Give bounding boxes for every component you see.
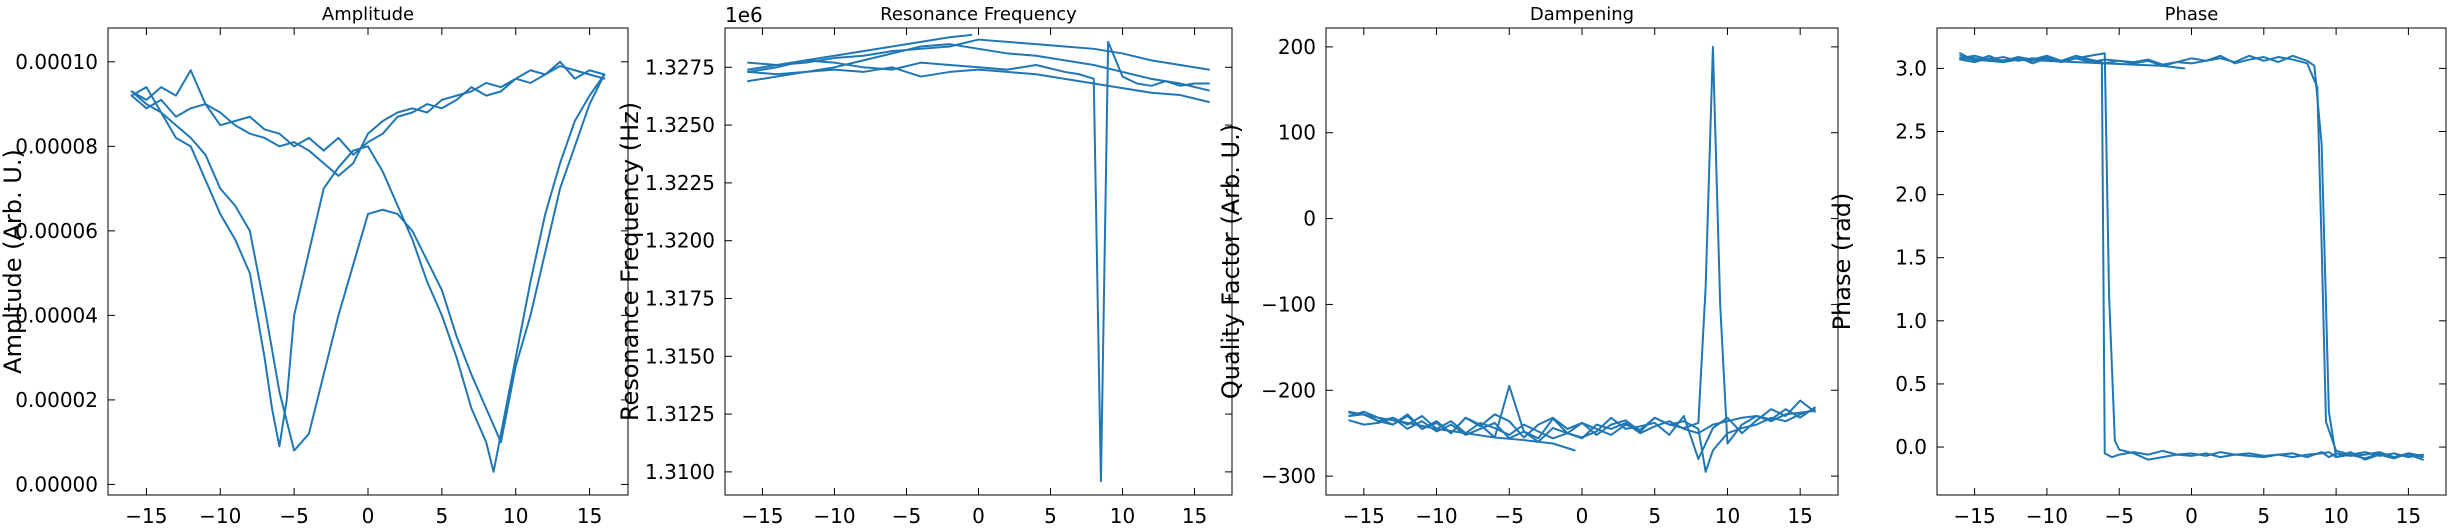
dampening-y-axis-label: Quality Factor (Arb. U.) bbox=[1217, 124, 1245, 399]
phase-x-tick-label: −10 bbox=[2026, 504, 2068, 528]
resonance-frequency-y-tick-label: 1.3275 bbox=[645, 55, 715, 79]
phase-chart-title: Phase bbox=[2165, 4, 2219, 25]
resonance-frequency-x-tick-label: 15 bbox=[1182, 504, 1207, 528]
dampening-x-tick-label: 5 bbox=[1648, 504, 1661, 528]
dampening-y-tick-label: 100 bbox=[1278, 121, 1316, 145]
resonance-frequency-x-tick-label: −10 bbox=[813, 504, 855, 528]
phase-series-line-1 bbox=[1959, 52, 2424, 461]
dampening-series-line-5 bbox=[1348, 410, 1576, 452]
amplitude-y-tick-label: 0.00000 bbox=[15, 472, 98, 496]
phase-axes-frame bbox=[1936, 27, 2447, 496]
amplitude-series-line-2 bbox=[130, 73, 606, 452]
amplitude-y-tick-label: 0.00010 bbox=[15, 50, 98, 74]
phase-chart: −15 −10 −5 0 5 10 15 0.0 0.5 1.0 1.5 2.0 2.5 3.0 Phase… bbox=[1828, 4, 2447, 528]
amplitude-chart: −15 −10 −5 0 5 10 15 0.00000 0.00002 0.00004 0.000… bbox=[0, 4, 629, 528]
amplitude-series-group bbox=[130, 60, 606, 473]
phase-series-line-4 bbox=[1959, 54, 2424, 459]
phase-x-tick-label: 0 bbox=[2185, 504, 2198, 528]
phase-y-tick-label: 2.0 bbox=[1895, 183, 1927, 207]
dampening-x-tick-label: 10 bbox=[1715, 504, 1740, 528]
dampening-y-tick-label: −300 bbox=[1261, 464, 1316, 488]
resonance-frequency-series-group bbox=[747, 33, 1210, 483]
phase-series-line-2 bbox=[1959, 54, 2424, 461]
phase-y-tick-label: 1.5 bbox=[1895, 246, 1927, 270]
amplitude-y-tick-label: 0.00002 bbox=[15, 388, 98, 412]
resonance-frequency-y-tick-label: 1.3200 bbox=[645, 229, 715, 253]
phase-series-line-5 bbox=[1959, 57, 2186, 70]
phase-y-tick-label: 0.5 bbox=[1895, 372, 1927, 396]
dampening-series-line-3 bbox=[1348, 409, 1816, 443]
dampening-chart-title: Dampening bbox=[1530, 4, 1634, 25]
resonance-frequency-axes-frame bbox=[724, 27, 1233, 496]
amplitude-axes-frame bbox=[107, 27, 629, 496]
dampening-x-tick-label: 15 bbox=[1787, 504, 1812, 528]
dampening-y-tick-label: −100 bbox=[1261, 292, 1316, 316]
dampening-series-group bbox=[1348, 45, 1816, 473]
amplitude-x-tick-label: 15 bbox=[577, 504, 602, 528]
amplitude-x-tick-label: −15 bbox=[125, 504, 167, 528]
resonance-frequency-y-tick-label: 1.3175 bbox=[645, 286, 715, 310]
resonance-frequency-y-axis-label: Resonance Frequency (Hz) bbox=[616, 102, 644, 421]
amplitude-y-tick-label: 0.00008 bbox=[15, 134, 98, 158]
amplitude-x-tick-label: −5 bbox=[279, 504, 308, 528]
phase-x-tick-label: 5 bbox=[2257, 504, 2270, 528]
resonance-frequency-x-tick-label: 10 bbox=[1110, 504, 1135, 528]
resonance-frequency-series-line-1 bbox=[747, 40, 1210, 483]
amplitude-y-axis-label: Ampltude (Arb. U.) bbox=[0, 149, 27, 374]
dampening-series-line-4 bbox=[1348, 408, 1816, 473]
phase-series-line-3 bbox=[1959, 52, 2424, 461]
resonance-frequency-y-tick-label: 1.3150 bbox=[645, 344, 715, 368]
resonance-frequency-x-tick-label: −15 bbox=[741, 504, 783, 528]
phase-y-tick-label: 2.5 bbox=[1895, 119, 1927, 143]
dampening-y-tick-label: 200 bbox=[1278, 35, 1316, 59]
resonance-frequency-x-tick-label: 5 bbox=[1044, 504, 1057, 528]
amplitude-x-tick-label: 5 bbox=[435, 504, 448, 528]
resonance-frequency-y-tick-label: 1.3100 bbox=[645, 460, 715, 484]
dampening-series-line-1 bbox=[1348, 45, 1816, 445]
resonance-frequency-x-tick-label: 0 bbox=[972, 504, 985, 528]
phase-y-tick-label: 1.0 bbox=[1895, 309, 1927, 333]
resonance-frequency-offset-text: 1e6 bbox=[725, 3, 763, 27]
dampening-x-tick-label: 0 bbox=[1576, 504, 1589, 528]
dampening-x-tick-label: −5 bbox=[1495, 504, 1524, 528]
phase-x-tick-label: 10 bbox=[2323, 504, 2348, 528]
dampening-x-tick-label: −15 bbox=[1343, 504, 1385, 528]
phase-series-group bbox=[1959, 52, 2424, 461]
amplitude-series-line-4 bbox=[130, 60, 606, 156]
resonance-frequency-y-tick-label: 1.3250 bbox=[645, 113, 715, 137]
phase-y-axis-label: Phase (rad) bbox=[1828, 193, 1856, 331]
dampening-y-tick-label: −200 bbox=[1261, 378, 1316, 402]
resonance-frequency-series-line-4 bbox=[747, 43, 1210, 92]
amplitude-chart-title: Amplitude bbox=[322, 4, 414, 25]
phase-y-tick-label: 3.0 bbox=[1895, 56, 1927, 80]
amplitude-x-tick-label: 10 bbox=[503, 504, 528, 528]
resonance-frequency-chart-title: Resonance Frequency bbox=[880, 4, 1077, 25]
resonance-frequency-series-line-5 bbox=[747, 33, 973, 73]
resonance-frequency-y-tick-label: 1.3225 bbox=[645, 171, 715, 195]
dampening-chart: −15 −10 −5 0 5 10 15 −300 −200 −100 0 100 200 Dampeni… bbox=[1217, 4, 1839, 528]
amplitude-x-tick-label: −10 bbox=[199, 504, 241, 528]
dampening-y-tick-label: 0 bbox=[1303, 207, 1316, 231]
resonance-frequency-series-line-2 bbox=[747, 66, 1210, 103]
resonance-frequency-series-line-3 bbox=[747, 38, 1210, 71]
dampening-x-tick-label: −10 bbox=[1415, 504, 1457, 528]
phase-x-tick-label: 15 bbox=[2396, 504, 2421, 528]
amplitude-y-tick-label: 0.00004 bbox=[15, 303, 98, 327]
resonance-frequency-x-tick-label: −5 bbox=[892, 504, 921, 528]
amplitude-y-tick-label: 0.00006 bbox=[15, 219, 98, 243]
phase-y-tick-label: 0.0 bbox=[1895, 435, 1927, 459]
phase-x-tick-label: −15 bbox=[1953, 504, 1995, 528]
amplitude-series-line-3 bbox=[130, 65, 606, 177]
resonance-frequency-y-tick-label: 1.3125 bbox=[645, 402, 715, 426]
phase-x-tick-label: −5 bbox=[2104, 504, 2133, 528]
resonance-frequency-chart: −15 −10 −5 0 5 10 15 1.3100 1.3125 1.3150 1.3175 1.… bbox=[616, 3, 1233, 528]
amplitude-x-tick-label: 0 bbox=[362, 504, 375, 528]
